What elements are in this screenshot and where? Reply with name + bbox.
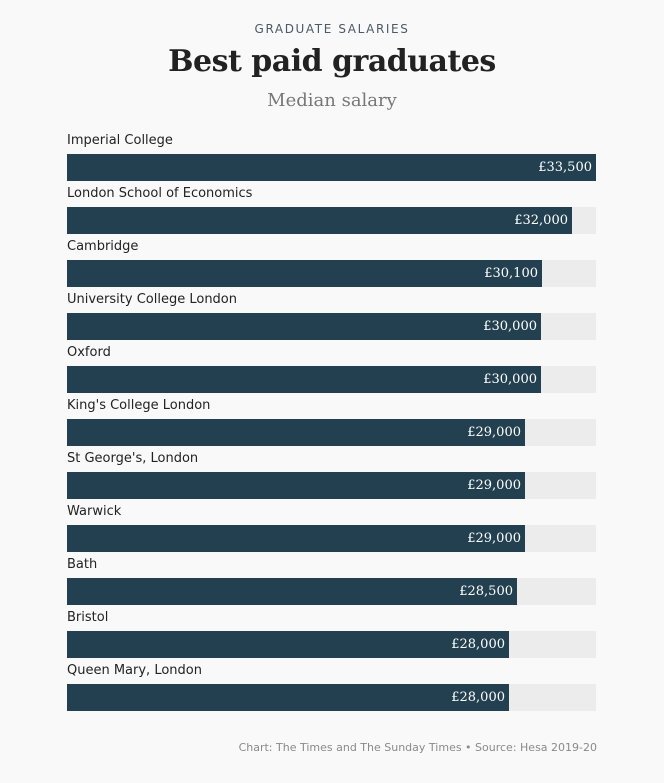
bar-track: £28,000 xyxy=(67,684,596,711)
category-label: Oxford xyxy=(67,345,111,360)
bar: £28,000 xyxy=(67,631,509,658)
category-label: Bristol xyxy=(67,610,109,625)
bar-track: £30,000 xyxy=(67,366,596,393)
value-label: £32,000 xyxy=(514,213,568,228)
value-label: £29,000 xyxy=(467,425,521,440)
value-label: £33,500 xyxy=(538,160,592,175)
category-label: Warwick xyxy=(67,504,122,519)
category-label: University College London xyxy=(67,292,237,307)
category-label: Bath xyxy=(67,557,98,572)
value-label: £28,000 xyxy=(451,690,505,705)
bar-row: Bath £28,500 xyxy=(67,552,596,605)
bar: £30,000 xyxy=(67,366,541,393)
bar-track: £33,500 xyxy=(67,154,596,181)
category-label: London School of Economics xyxy=(67,186,253,201)
bar: £30,000 xyxy=(67,313,541,340)
category-label: King's College London xyxy=(67,398,211,413)
bar-row: St George's, London £29,000 xyxy=(67,446,596,499)
chart-subtitle: Median salary xyxy=(267,90,397,111)
bar: £29,000 xyxy=(67,472,525,499)
bar-track: £28,000 xyxy=(67,631,596,658)
value-label: £28,000 xyxy=(451,637,505,652)
bar-row: Imperial College £33,500 xyxy=(67,128,596,181)
bar: £30,100 xyxy=(67,260,542,287)
bar-row: University College London £30,000 xyxy=(67,287,596,340)
category-label: Queen Mary, London xyxy=(67,663,202,678)
chart-source: Chart: The Times and The Sunday Times • … xyxy=(238,741,597,754)
bar: £33,500 xyxy=(67,154,596,181)
bar-row: Oxford £30,000 xyxy=(67,340,596,393)
value-label: £30,100 xyxy=(484,266,538,281)
bar: £28,000 xyxy=(67,684,509,711)
value-label: £30,000 xyxy=(483,372,537,387)
bar: £28,500 xyxy=(67,578,517,605)
bar-row: Cambridge £30,100 xyxy=(67,234,596,287)
category-label: St George's, London xyxy=(67,451,199,466)
bar-track: £30,100 xyxy=(67,260,596,287)
category-label: Imperial College xyxy=(67,133,173,148)
bar-row: Warwick £29,000 xyxy=(67,499,596,552)
bar: £29,000 xyxy=(67,419,525,446)
bar: £29,000 xyxy=(67,525,525,552)
bar-track: £32,000 xyxy=(67,207,596,234)
value-label: £29,000 xyxy=(467,478,521,493)
bar-track: £29,000 xyxy=(67,525,596,552)
bar-row: London School of Economics £32,000 xyxy=(67,181,596,234)
bar-track: £29,000 xyxy=(67,419,596,446)
bar-track: £28,500 xyxy=(67,578,596,605)
value-label: £28,500 xyxy=(459,584,513,599)
bar-chart: Imperial College £33,500 London School of … xyxy=(67,128,596,711)
chart-title: Best paid graduates xyxy=(168,44,496,79)
bar-row: King's College London £29,000 xyxy=(67,393,596,446)
bar: £32,000 xyxy=(67,207,572,234)
value-label: £30,000 xyxy=(483,319,537,334)
bar-row: Bristol £28,000 xyxy=(67,605,596,658)
value-label: £29,000 xyxy=(467,531,521,546)
chart-kicker: GRADUATE SALARIES xyxy=(254,22,410,36)
bar-track: £29,000 xyxy=(67,472,596,499)
bar-row: Queen Mary, London £28,000 xyxy=(67,658,596,711)
category-label: Cambridge xyxy=(67,239,139,254)
bar-track: £30,000 xyxy=(67,313,596,340)
